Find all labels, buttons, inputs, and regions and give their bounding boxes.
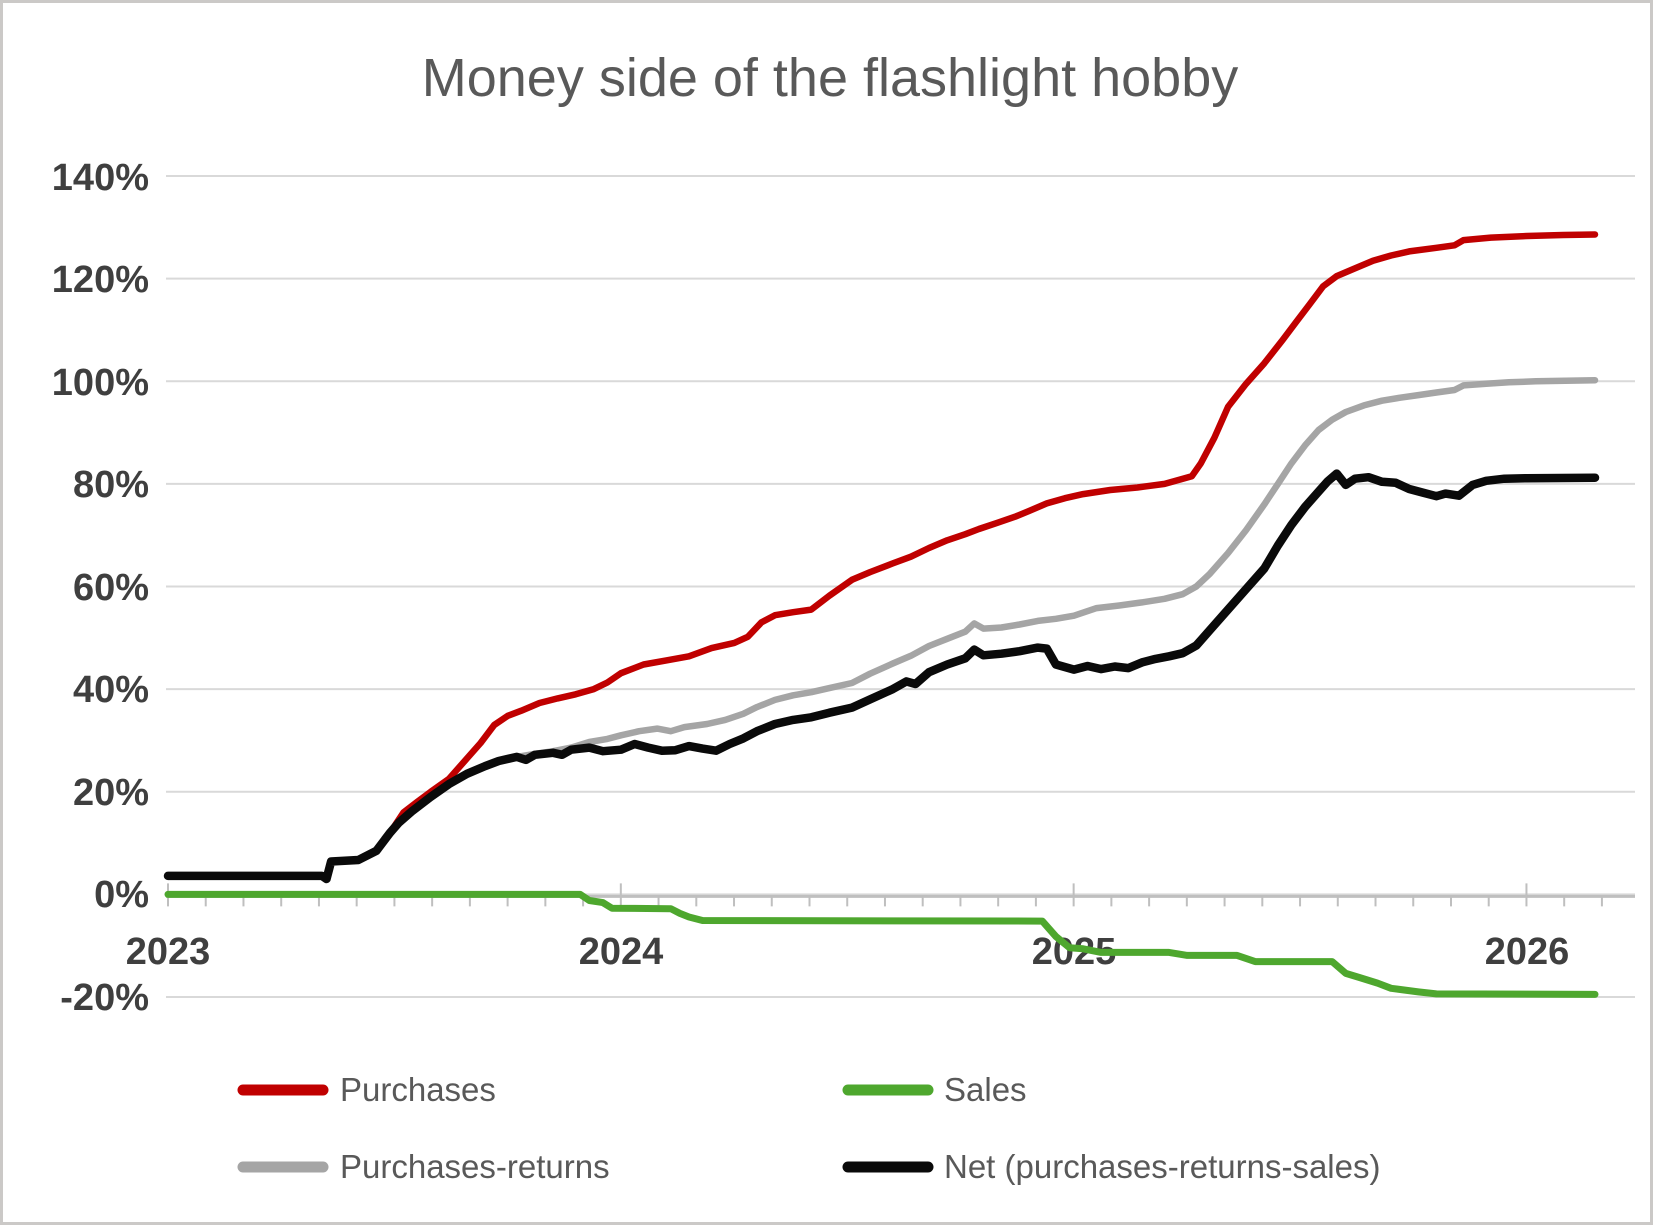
series-line-0 — [164, 231, 1599, 883]
legend-item-purchases: Purchases — [237, 1071, 496, 1108]
y-tick-label: -20% — [60, 977, 149, 1019]
y-tick-label: 120% — [52, 259, 149, 301]
legend-label-sales: Sales — [944, 1071, 1027, 1108]
legend-label-purchases: Purchases — [340, 1071, 496, 1108]
legend: Purchases Sales Purchases-returns Net (p… — [237, 1071, 1380, 1185]
legend-label-net: Net (purchases-returns-sales) — [944, 1148, 1380, 1185]
plot-series — [163, 231, 1600, 998]
x-tick-label: 2026 — [1485, 931, 1570, 973]
y-axis-labels: 140% 120% 100% 80% 60% 40% 20% 0% -20% — [52, 157, 149, 1019]
chart-svg: Money side of the flashlight hobby 140% … — [52, 48, 1635, 1185]
y-tick-label: 60% — [73, 567, 149, 609]
legend-item-sales: Sales — [842, 1071, 1027, 1108]
gridlines — [166, 175, 1635, 998]
y-tick-label: 80% — [73, 464, 149, 506]
legend-item-net: Net (purchases-returns-sales) — [842, 1148, 1380, 1185]
y-tick-label: 0% — [94, 874, 149, 916]
y-tick-label: 40% — [73, 669, 149, 711]
series-line-1 — [164, 890, 1599, 998]
series-line-3 — [163, 469, 1600, 884]
y-tick-label: 20% — [73, 772, 149, 814]
legend-label-purchases-returns: Purchases-returns — [340, 1148, 610, 1185]
y-tick-label: 140% — [52, 157, 149, 199]
y-tick-label: 100% — [52, 362, 149, 404]
x-tick-label: 2024 — [579, 931, 664, 973]
x-tick-label: 2023 — [126, 931, 211, 973]
legend-item-purchases-returns: Purchases-returns — [237, 1148, 610, 1185]
chart-title: Money side of the flashlight hobby — [422, 48, 1239, 108]
series-line-2 — [164, 376, 1599, 883]
x-axis-labels: 2023 2024 2025 2026 — [126, 931, 1570, 973]
